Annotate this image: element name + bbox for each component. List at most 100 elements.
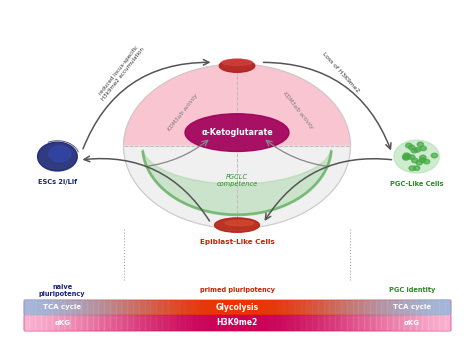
Bar	[399, 300, 400, 314]
Bar	[252, 315, 253, 330]
Bar	[107, 300, 108, 314]
Bar	[29, 315, 30, 330]
Bar	[345, 315, 346, 330]
Bar	[103, 300, 104, 314]
Bar	[375, 315, 376, 330]
Bar	[220, 315, 221, 330]
Circle shape	[411, 148, 418, 153]
Bar	[119, 315, 120, 330]
Bar	[401, 315, 402, 330]
Bar	[360, 300, 361, 314]
Bar	[363, 300, 364, 314]
Bar	[25, 315, 26, 330]
Bar	[41, 315, 42, 330]
Bar	[265, 300, 266, 314]
Bar	[141, 315, 142, 330]
Bar	[429, 300, 430, 314]
Bar	[314, 300, 315, 314]
Bar	[284, 300, 285, 314]
Bar	[208, 315, 209, 330]
Bar	[199, 315, 200, 330]
Bar	[368, 300, 369, 314]
Bar	[371, 315, 372, 330]
Bar	[212, 300, 213, 314]
Bar	[118, 300, 119, 314]
Bar	[142, 315, 143, 330]
Bar	[362, 315, 363, 330]
Bar	[99, 300, 100, 314]
Bar	[57, 300, 58, 314]
Bar	[72, 315, 73, 330]
Bar	[28, 315, 29, 330]
Bar	[243, 300, 244, 314]
Bar	[224, 315, 225, 330]
Bar	[114, 315, 115, 330]
Bar	[188, 300, 189, 314]
Bar	[384, 315, 385, 330]
Bar	[429, 300, 430, 314]
Bar	[187, 300, 188, 314]
Bar	[389, 315, 390, 330]
Bar	[83, 300, 84, 314]
Bar	[316, 300, 317, 314]
Bar	[243, 315, 244, 330]
Bar	[234, 300, 235, 314]
Bar	[420, 300, 421, 314]
Bar	[239, 315, 240, 330]
Bar	[101, 300, 102, 314]
Bar	[260, 300, 261, 314]
Bar	[139, 300, 140, 314]
Bar	[298, 315, 299, 330]
Bar	[325, 300, 326, 314]
Bar	[42, 300, 43, 314]
Bar	[243, 300, 244, 314]
Bar	[443, 300, 444, 314]
Bar	[311, 300, 312, 314]
Bar	[374, 300, 375, 314]
Bar	[141, 315, 142, 330]
Bar	[179, 300, 180, 314]
Bar	[215, 315, 216, 330]
Bar	[175, 315, 176, 330]
Bar	[283, 300, 284, 314]
Bar	[72, 315, 73, 330]
Bar	[310, 315, 311, 330]
Bar	[229, 300, 230, 314]
Bar	[30, 300, 31, 314]
Bar	[75, 300, 76, 314]
Bar	[442, 315, 443, 330]
Bar	[383, 300, 384, 314]
Bar	[313, 315, 314, 330]
Bar	[303, 300, 304, 314]
Bar	[75, 300, 76, 314]
Bar	[318, 300, 319, 314]
Bar	[400, 315, 401, 330]
Bar	[362, 300, 363, 314]
Bar	[52, 315, 53, 330]
Bar	[69, 315, 70, 330]
Bar	[328, 315, 329, 330]
Bar	[155, 300, 156, 314]
Bar	[206, 300, 207, 314]
Bar	[89, 300, 90, 314]
Bar	[405, 315, 406, 330]
Bar	[309, 300, 310, 314]
Bar	[39, 300, 40, 314]
Bar	[243, 300, 244, 314]
Bar	[174, 315, 175, 330]
Bar	[337, 300, 338, 314]
Bar	[165, 315, 166, 330]
Bar	[276, 300, 277, 314]
Bar	[214, 315, 215, 330]
Bar	[398, 300, 399, 314]
Bar	[250, 300, 251, 314]
Bar	[331, 315, 332, 330]
Circle shape	[413, 166, 420, 170]
Bar	[60, 300, 61, 314]
Bar	[430, 315, 431, 330]
Bar	[162, 300, 163, 314]
Bar	[136, 300, 137, 314]
Bar	[133, 300, 134, 314]
Bar	[415, 300, 416, 314]
Bar	[82, 300, 83, 314]
